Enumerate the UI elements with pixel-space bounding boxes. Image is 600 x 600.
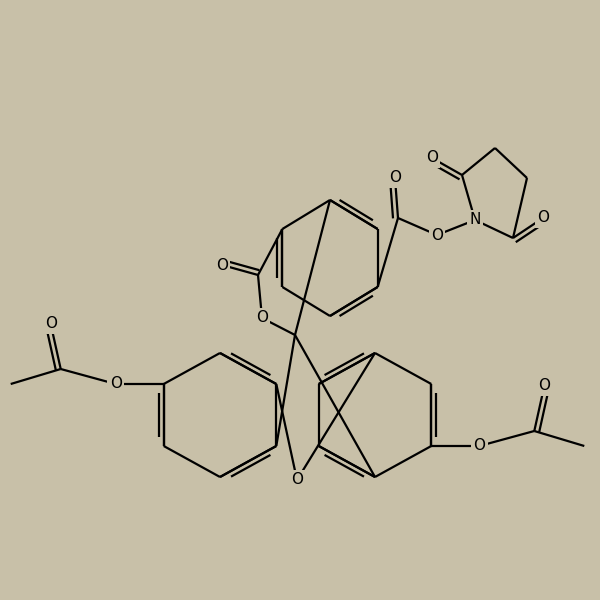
- Text: O: O: [537, 211, 549, 226]
- Text: O: O: [110, 377, 122, 391]
- Text: O: O: [426, 151, 438, 166]
- Text: O: O: [538, 379, 550, 394]
- Text: N: N: [469, 212, 481, 227]
- Text: O: O: [431, 227, 443, 242]
- Text: O: O: [473, 439, 485, 454]
- Text: O: O: [256, 311, 268, 325]
- Text: O: O: [45, 317, 57, 331]
- Text: O: O: [291, 473, 303, 487]
- Text: O: O: [389, 170, 401, 185]
- Text: O: O: [216, 257, 228, 272]
